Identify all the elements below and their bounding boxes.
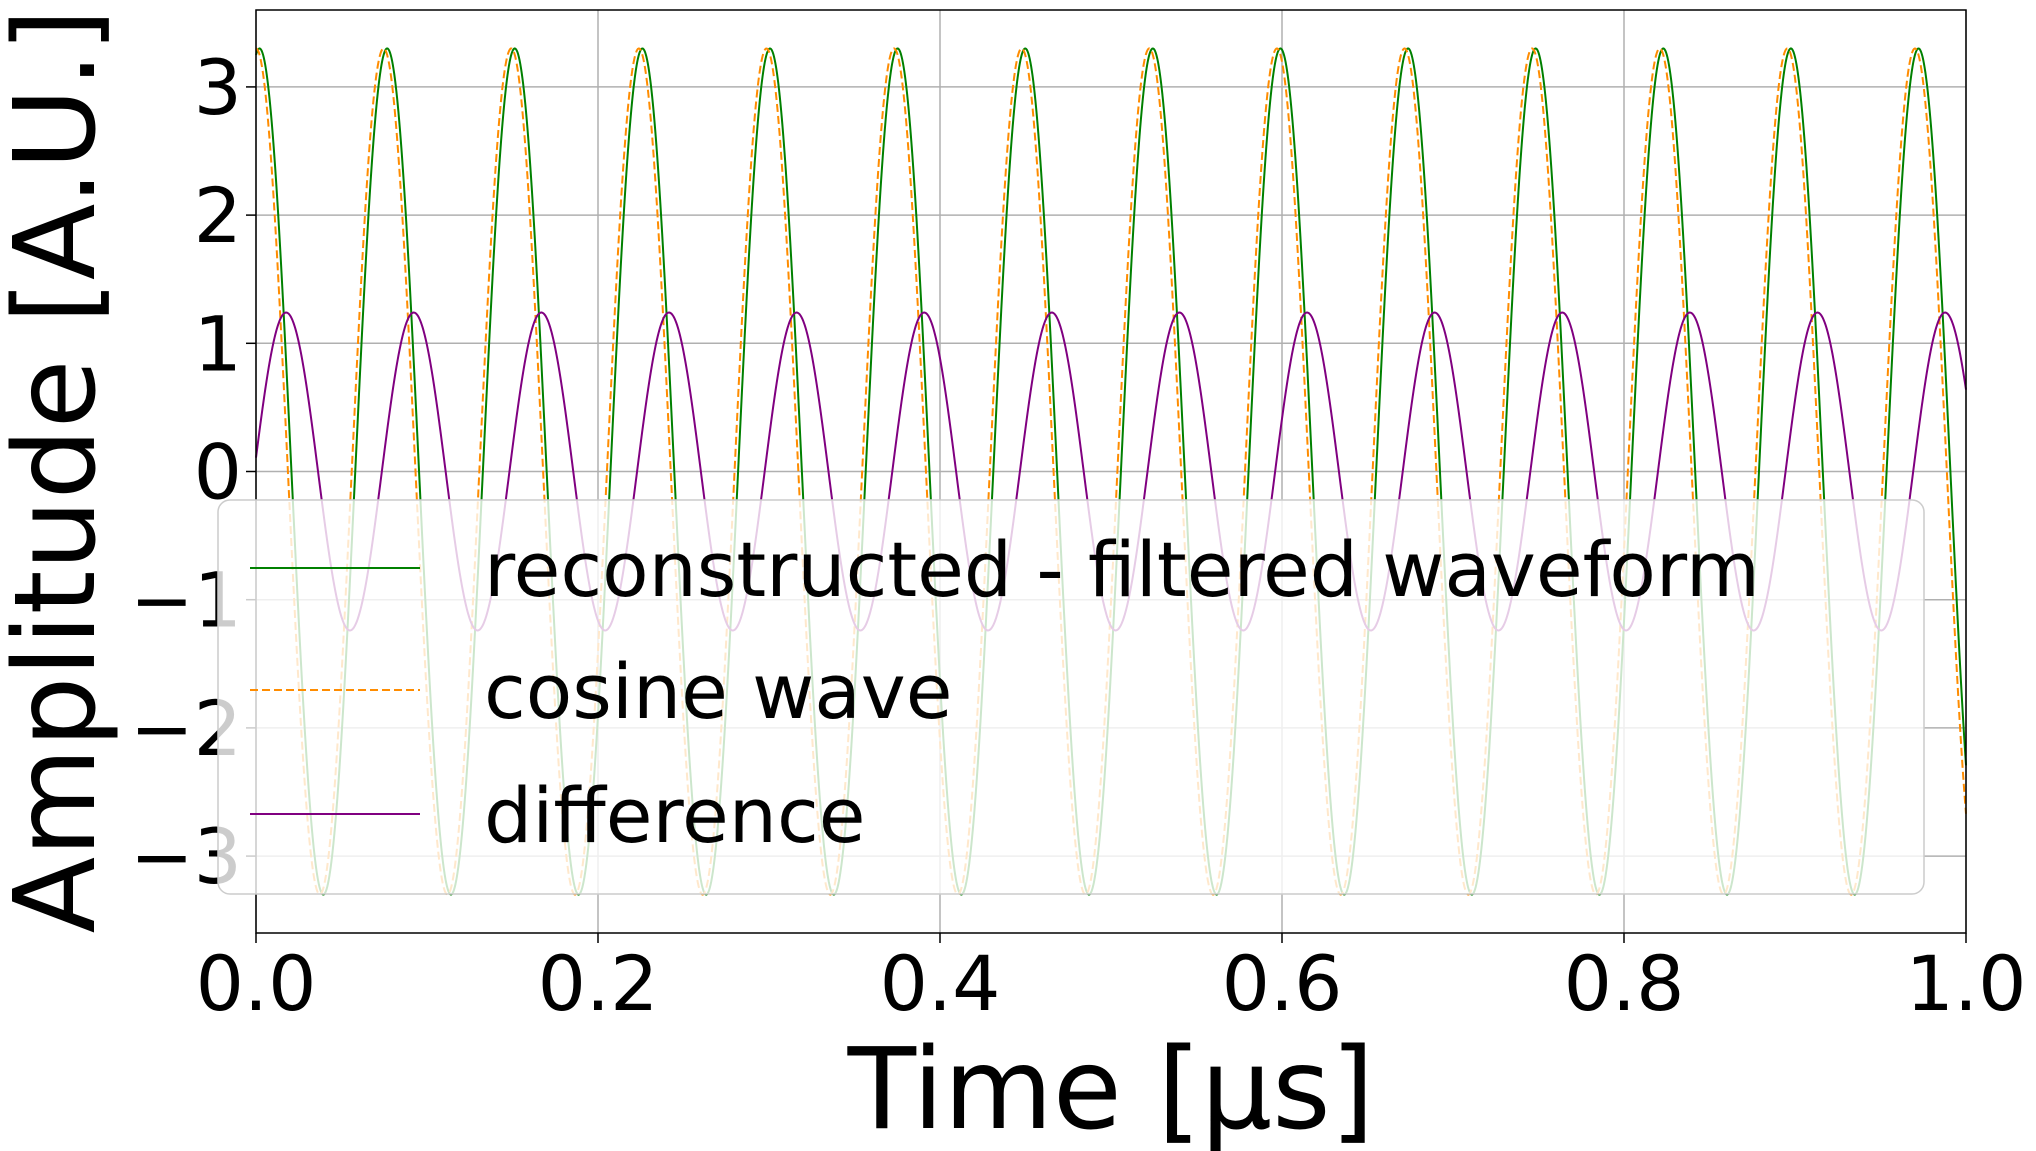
x-axis-label: Time [μs] bbox=[847, 1025, 1375, 1151]
x-tick-label: 0.8 bbox=[1564, 939, 1685, 1028]
legend-label-cosine: cosine wave bbox=[484, 647, 953, 736]
y-tick-label: 3 bbox=[194, 43, 242, 132]
x-tick-label: 0.4 bbox=[880, 939, 1001, 1028]
x-tick-label: 0.6 bbox=[1222, 939, 1343, 1028]
x-tick-label: 0.0 bbox=[196, 939, 317, 1028]
y-tick-label: 1 bbox=[194, 299, 242, 388]
legend-label-difference: difference bbox=[484, 771, 866, 860]
legend: reconstructed - filtered waveform cosine… bbox=[217, 499, 1925, 895]
legend-label-reconstructed: reconstructed - filtered waveform bbox=[484, 525, 1760, 614]
y-tick-label: 2 bbox=[194, 171, 242, 260]
x-tick-label: 0.2 bbox=[538, 939, 659, 1028]
legend-box bbox=[217, 499, 1925, 895]
y-axis-label: Amplitude [A.U.] bbox=[0, 9, 121, 934]
x-tick-label: 1.0 bbox=[1906, 939, 2027, 1028]
